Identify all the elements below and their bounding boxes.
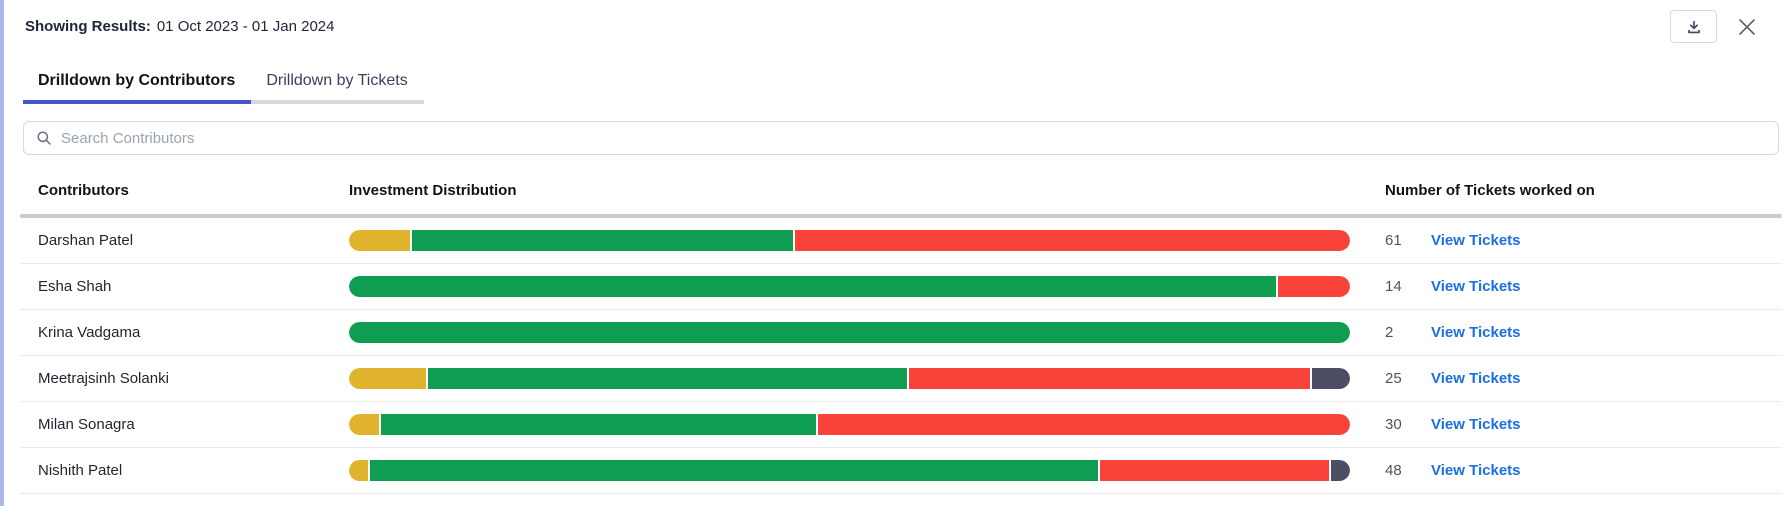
view-tickets-link[interactable]: View Tickets [1431,278,1521,295]
view-tickets-link[interactable]: View Tickets [1431,370,1521,387]
ticket-count: 48 [1385,462,1402,479]
download-button[interactable] [1670,10,1717,43]
contributor-name: Meetrajsinh Solanki [38,370,169,387]
contributor-row: Nishith Patel 48 View Tickets [4,448,1792,493]
header-divider [20,214,1782,218]
contributor-row: Krina Vadgama 2 View Tickets [4,310,1792,355]
investment-distribution-cell [349,368,1385,389]
distribution-segment [349,276,1277,297]
tab-bar: Drilldown by Contributors Drilldown by T… [23,66,1792,104]
ticket-count: 25 [1385,370,1402,387]
view-tickets-link[interactable]: View Tickets [1431,462,1521,479]
showing-results-label: Showing Results: [25,18,151,35]
distribution-segment [1100,460,1330,481]
table-row: Milan Sonagra 30 View Tickets [4,402,1792,448]
contributor-row: Meetrajsinh Solanki 25 View Tickets [4,356,1792,401]
investment-distribution-bar [349,368,1350,389]
investment-distribution-cell [349,276,1385,297]
investment-distribution-cell [349,414,1385,435]
distribution-segment [349,230,410,251]
tab-drilldown-by-contributors[interactable]: Drilldown by Contributors [23,66,252,104]
investment-distribution-bar [349,414,1350,435]
showing-results-text: Showing Results: 01 Oct 2023 - 01 Jan 202… [25,10,334,35]
search-row [23,121,1779,155]
distribution-segment [427,368,908,389]
table-row: Krina Vadgama 2 View Tickets [4,310,1792,356]
column-header-investment-distribution: Investment Distribution [349,182,517,199]
table-header-row: Contributors Investment Distribution Num… [4,155,1792,214]
distribution-segment [1278,276,1350,297]
view-tickets-link[interactable]: View Tickets [1431,416,1521,433]
contributor-name: Darshan Patel [38,232,134,249]
table-row: Darshan Patel 61 View Tickets [4,218,1792,264]
distribution-segment [369,460,1099,481]
distribution-segment [349,460,368,481]
contributor-name: Milan Sonagra [38,416,135,433]
table-row: Nishith Patel 48 View Tickets [4,448,1792,494]
distribution-segment [349,322,1350,343]
investment-distribution-bar [349,322,1350,343]
row-divider [20,493,1782,494]
distribution-segment [1331,460,1350,481]
contributor-row: Darshan Patel 61 View Tickets [4,218,1792,263]
row-divider [20,401,1782,402]
view-tickets-link[interactable]: View Tickets [1431,324,1521,341]
ticket-count: 14 [1385,278,1402,295]
investment-distribution-cell [349,322,1385,343]
search-box[interactable] [23,121,1779,155]
contributor-row: Esha Shah 14 View Tickets [4,264,1792,309]
panel-header: Showing Results: 01 Oct 2023 - 01 Jan 202… [4,0,1792,52]
row-divider [20,355,1782,356]
investment-distribution-bar [349,460,1350,481]
ticket-count: 2 [1385,324,1394,341]
contributor-name: Esha Shah [38,278,112,295]
row-divider [20,447,1782,448]
investment-distribution-cell [349,230,1385,251]
tab-drilldown-by-tickets[interactable]: Drilldown by Tickets [251,66,424,104]
distribution-segment [411,230,793,251]
date-range: 01 Oct 2023 - 01 Jan 2024 [156,18,335,35]
distribution-segment [794,230,1350,251]
distribution-segment [349,368,426,389]
contributor-row: Milan Sonagra 30 View Tickets [4,402,1792,447]
column-header-contributors: Contributors [38,182,129,199]
close-button[interactable] [1735,15,1759,39]
investment-distribution-bar [349,276,1350,297]
row-divider [20,263,1782,264]
investment-distribution-cell [349,460,1385,481]
search-icon [36,130,52,146]
view-tickets-link[interactable]: View Tickets [1431,232,1521,249]
table-row: Esha Shah 14 View Tickets [4,264,1792,310]
ticket-count: 61 [1385,232,1402,249]
distribution-segment [349,414,379,435]
search-contributors-input[interactable] [61,129,1766,147]
contributor-name: Nishith Patel [38,462,123,479]
column-header-number-of-tickets: Number of Tickets worked on [1385,182,1595,199]
contributor-name: Krina Vadgama [38,324,141,341]
download-icon [1686,19,1702,35]
distribution-segment [817,414,1350,435]
investment-distribution-bar [349,230,1350,251]
ticket-count: 30 [1385,416,1402,433]
close-icon [1737,17,1757,37]
distribution-segment [1312,368,1350,389]
row-divider [20,309,1782,310]
header-actions [1670,10,1759,43]
distribution-segment [380,414,816,435]
distribution-segment [909,368,1311,389]
table-row: Meetrajsinh Solanki 25 View Tickets [4,356,1792,402]
contributors-table-body: Darshan Patel 61 View Tickets Esha Shah 14 Vi… [4,218,1792,494]
